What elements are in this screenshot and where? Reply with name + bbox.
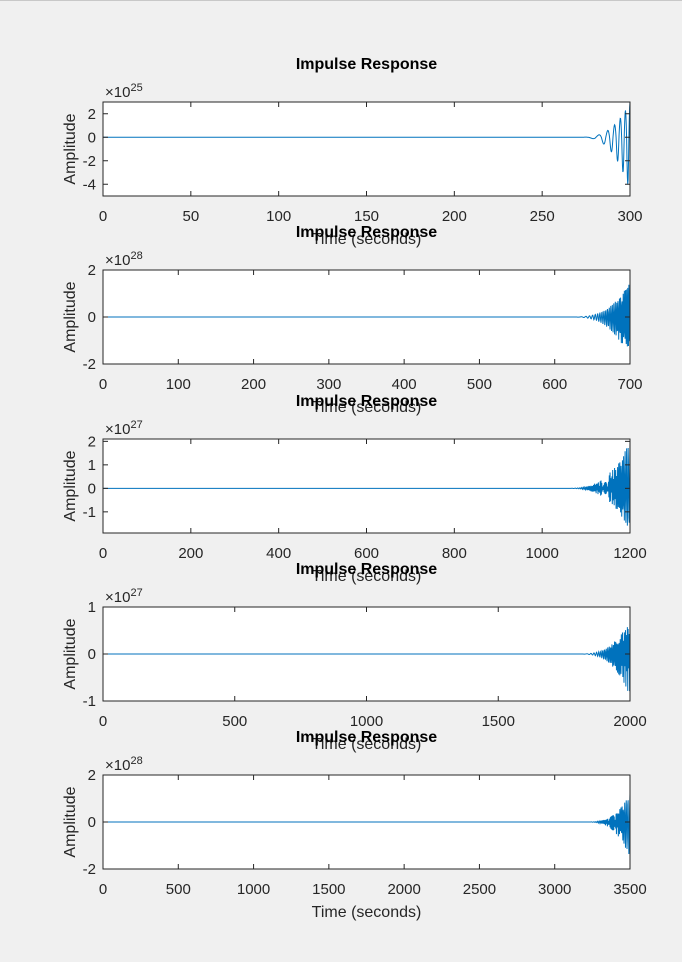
y-exponent-label: ×1027 [105,419,143,438]
x-tick-label: 250 [530,208,555,225]
y-tick-label: 0 [88,129,96,146]
x-tick-label: 0 [99,713,107,730]
x-tick-label: 400 [266,545,291,562]
x-tick-label: 3500 [613,881,646,898]
x-tick-label: 0 [99,545,107,562]
x-tick-label: 1000 [525,545,558,562]
x-tick-label: 300 [617,208,642,225]
y-tick-label: -1 [83,693,96,710]
y-tick-label: -2 [83,861,96,878]
window-top-border [0,0,682,1]
x-tick-label: 500 [222,713,247,730]
y-exponent-power: 25 [130,82,142,94]
x-tick-label: 1000 [350,713,383,730]
y-tick-label: -4 [83,176,96,193]
x-tick-label: 2000 [613,713,646,730]
y-exponent-label: ×1027 [105,587,143,606]
x-axis-label: Time (seconds) [312,399,422,416]
x-tick-label: 200 [241,376,266,393]
x-tick-label: 100 [166,376,191,393]
y-exponent-label: ×1025 [105,82,143,101]
x-tick-label: 1500 [312,881,345,898]
y-tick-label: 0 [88,646,96,663]
impulse-response-line [103,618,631,692]
x-tick-label: 0 [99,376,107,393]
y-exponent-label: ×1028 [105,250,143,269]
impulse-response-line [103,101,631,185]
y-exponent-power: 28 [130,250,142,262]
x-tick-label: 2500 [463,881,496,898]
chart-title: Impulse Response [296,56,437,73]
x-tick-label: 700 [617,376,642,393]
x-tick-label: 600 [354,545,379,562]
y-axis-label: Amplitude [62,786,79,857]
y-axis-label: Amplitude [62,281,79,352]
x-tick-label: 200 [178,545,203,562]
impulse-response-line [103,281,631,347]
x-tick-label: 1000 [237,881,270,898]
y-exponent-power: 27 [130,419,142,431]
y-tick-label: 2 [88,767,96,784]
x-tick-label: 500 [166,881,191,898]
x-tick-label: 150 [354,208,379,225]
y-tick-label: -2 [83,356,96,373]
chart-title: Impulse Response [296,561,437,578]
y-tick-label: 2 [88,433,96,450]
plot-area [103,102,630,196]
x-tick-label: 400 [392,376,417,393]
y-tick-label: -2 [83,153,96,170]
x-axis-label: Time (seconds) [312,736,422,753]
x-tick-label: 600 [542,376,567,393]
x-tick-label: 1500 [482,713,515,730]
y-tick-label: 2 [88,262,96,279]
x-tick-label: 1200 [613,545,646,562]
x-tick-label: 500 [467,376,492,393]
y-axis-label: Amplitude [62,113,79,184]
y-axis-label: Amplitude [62,450,79,521]
y-axis-label: Amplitude [62,618,79,689]
y-tick-label: 2 [88,106,96,123]
x-tick-label: 2000 [387,881,420,898]
x-tick-label: 3000 [538,881,571,898]
x-tick-label: 100 [266,208,291,225]
y-tick-label: -1 [83,504,96,521]
chart-title: Impulse Response [296,729,437,746]
x-tick-label: 50 [182,208,199,225]
chart-title: Impulse Response [296,393,437,410]
y-exponent-power: 28 [130,755,142,767]
y-tick-label: 0 [88,309,96,326]
y-tick-label: 1 [88,457,96,474]
chart-title: Impulse Response [296,224,437,241]
x-tick-label: 300 [316,376,341,393]
x-tick-label: 200 [442,208,467,225]
x-axis-label: Time (seconds) [312,568,422,585]
y-tick-label: 1 [88,599,96,616]
y-tick-label: 0 [88,480,96,497]
x-axis-label: Time (seconds) [312,904,422,921]
impulse-response-line [103,793,631,855]
x-axis-label: Time (seconds) [312,231,422,248]
impulse-response-line [103,441,631,526]
plot-area [103,439,630,533]
y-exponent-label: ×1028 [105,755,143,774]
y-exponent-power: 27 [130,587,142,599]
y-tick-label: 0 [88,814,96,831]
x-tick-label: 800 [442,545,467,562]
x-tick-label: 0 [99,208,107,225]
x-tick-label: 0 [99,881,107,898]
